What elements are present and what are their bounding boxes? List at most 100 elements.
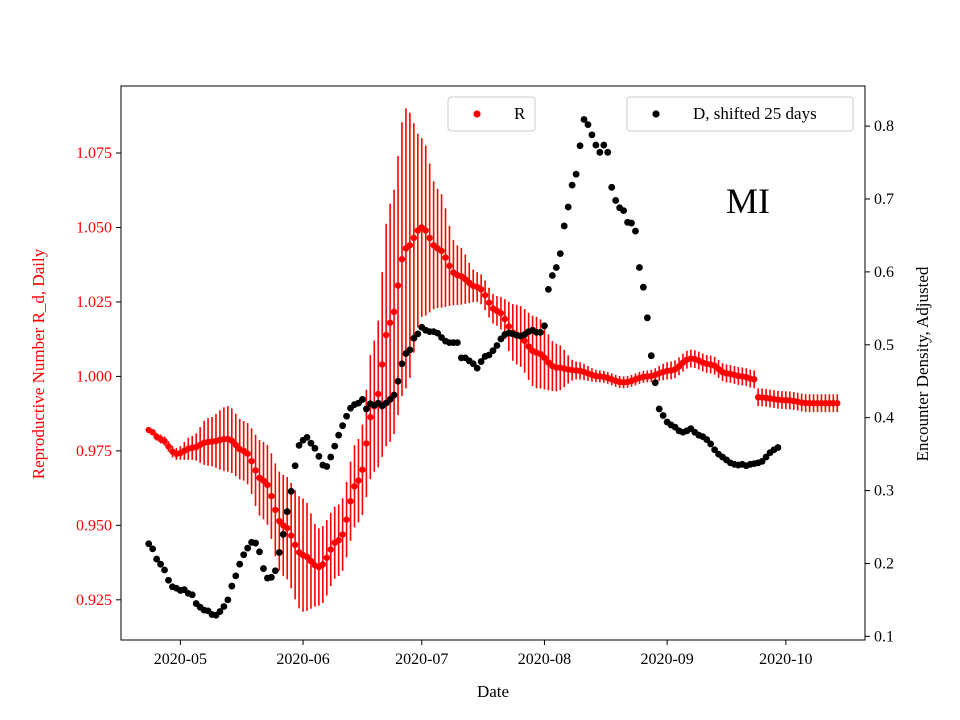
state-annotation: MI [726, 181, 770, 221]
d-point [655, 405, 663, 413]
d-point [489, 347, 497, 355]
d-point [588, 131, 596, 139]
legend-r-label: R [514, 104, 526, 123]
plot-area [121, 86, 865, 640]
d-point [604, 148, 612, 156]
d-point [707, 440, 715, 448]
d-point [406, 346, 414, 354]
d-point [220, 603, 228, 610]
r-series [145, 224, 841, 571]
r-point [252, 467, 259, 474]
y-axis-right: 0.1 0.2 0.3 0.4 0.5 0.6 0.7 0.8 [865, 118, 894, 645]
d-point [628, 219, 635, 227]
d-point [260, 565, 267, 572]
d-point [307, 439, 315, 447]
r-point [307, 557, 315, 565]
y-left-tick-label: 0.975 [76, 443, 112, 460]
r-point [390, 308, 398, 316]
d-point [283, 508, 291, 516]
r-point [343, 516, 350, 523]
d-point [651, 379, 659, 387]
d-point [287, 487, 295, 495]
d-point [774, 444, 782, 451]
d-series [145, 116, 782, 619]
d-point [394, 377, 402, 385]
x-tick-label: 2020-09 [640, 651, 693, 668]
r-point [521, 337, 528, 345]
r-point [339, 531, 346, 538]
r-point [232, 441, 239, 449]
d-point [275, 549, 283, 556]
legend-d-box [626, 96, 854, 132]
d-point [632, 227, 639, 235]
d-point [643, 314, 651, 322]
r-point [347, 498, 354, 505]
d-point [295, 441, 303, 449]
r-point [291, 541, 299, 549]
d-point [252, 539, 259, 547]
legend-r: R [447, 96, 536, 132]
legend-d: D, shifted 25 days [626, 96, 854, 132]
r-point [363, 440, 370, 447]
r-point [228, 437, 236, 444]
r-point [272, 506, 279, 514]
r-point [398, 256, 406, 263]
d-point [236, 560, 244, 568]
d-point [758, 458, 766, 465]
r-point [264, 481, 271, 489]
d-point [244, 544, 252, 552]
d-point [362, 405, 370, 413]
r-point [335, 537, 342, 544]
d-point [477, 358, 485, 365]
d-point [659, 412, 667, 419]
d-point [485, 351, 493, 359]
d-point [315, 452, 323, 460]
r-point [260, 477, 267, 484]
d-point [339, 422, 347, 430]
r-point [438, 247, 445, 255]
r-point [165, 443, 172, 450]
d-point [224, 596, 232, 604]
y-left-tick-label: 1.075 [76, 145, 112, 162]
r-point [481, 292, 489, 299]
d-point [545, 285, 552, 293]
r-point [355, 477, 362, 484]
d-point [572, 170, 580, 178]
d-point [271, 567, 279, 575]
d-point [473, 364, 481, 372]
d-point [564, 203, 572, 211]
r-point [386, 319, 394, 326]
d-point [548, 272, 556, 279]
d-point [497, 335, 505, 343]
d-point [343, 412, 350, 420]
d-point [228, 582, 236, 590]
d-point [161, 566, 168, 574]
y-left-tick-label: 0.950 [76, 517, 112, 534]
y-right-tick-label: 0.4 [874, 410, 894, 427]
legend-r-box [447, 96, 536, 132]
r-point [359, 466, 366, 473]
d-point [335, 431, 343, 439]
x-axis: 2020-05 2020-06 2020-07 2020-08 2020-09 2020-… [154, 640, 813, 668]
d-point [145, 540, 153, 548]
r-point [378, 361, 386, 368]
d-point [434, 329, 441, 337]
d-point [584, 121, 592, 129]
r-point [750, 376, 758, 383]
y-left-tick-label: 1.050 [76, 219, 112, 236]
y-right-tick-label: 0.8 [874, 118, 894, 135]
d-point [711, 446, 719, 454]
y-right-tick-label: 0.1 [874, 628, 894, 645]
d-point [592, 141, 600, 149]
r-point [505, 323, 513, 330]
d-point [291, 462, 299, 470]
r-point [276, 517, 283, 525]
r-point [410, 234, 418, 242]
d-point [620, 207, 627, 215]
r-point [319, 561, 327, 568]
d-point [537, 328, 544, 336]
d-point [453, 339, 461, 346]
x-axis-label: Date [477, 682, 509, 701]
r-point [406, 242, 414, 249]
y-left-tick-label: 1.025 [76, 294, 112, 311]
